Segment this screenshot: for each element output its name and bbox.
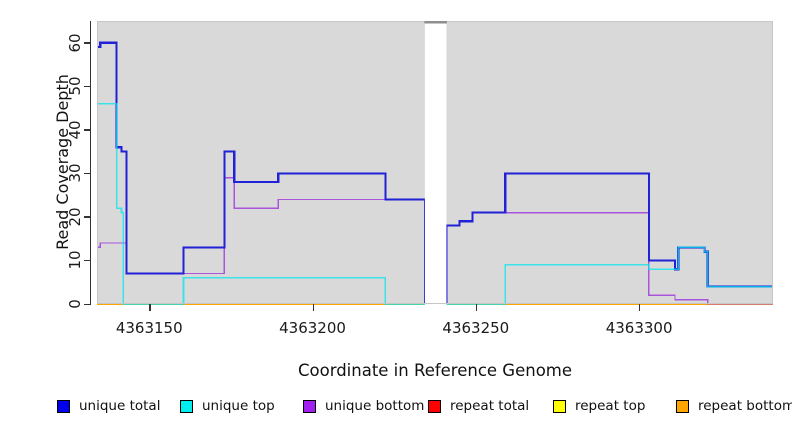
legend-item-unique-top: unique top [180, 398, 275, 414]
legend-swatch-icon [676, 399, 689, 413]
legend-item-unique-total: unique total [57, 398, 160, 414]
x-tick [149, 304, 151, 311]
y-tick [84, 85, 91, 88]
x-tick-label: 4363300 [605, 319, 673, 337]
x-tick [639, 304, 641, 311]
legend-label: unique total [79, 398, 161, 414]
plot-area [97, 18, 773, 309]
x-tick [475, 304, 478, 311]
coverage-gap-band [424, 18, 447, 309]
legend-label: repeat top [575, 398, 646, 414]
x-tick-label: 4363250 [442, 319, 510, 337]
y-tick [84, 216, 91, 218]
y-tick-label: 30 [66, 163, 84, 183]
y-tick-label: 60 [66, 33, 84, 53]
legend-swatch-icon [428, 399, 441, 413]
legend-label: unique bottom [325, 398, 425, 414]
y-tick-label: 40 [66, 120, 84, 140]
legend-item-unique-bottom: unique bottom [303, 398, 424, 414]
legend: unique total unique top unique bottom repea… [0, 398, 792, 418]
x-tick [312, 304, 314, 311]
y-tick [84, 129, 91, 131]
y-tick-label: 50 [66, 76, 84, 96]
legend-item-repeat-bottom: repeat bottom [676, 398, 792, 414]
x-tick-label: 4363200 [279, 319, 346, 337]
legend-label: repeat total [450, 398, 530, 414]
y-tick [84, 303, 91, 305]
series-line-unique-top [97, 102, 425, 305]
legend-item-repeat-top: repeat top [553, 398, 645, 414]
series-line-unique-top [446, 246, 773, 305]
series-line-unique-total [97, 41, 426, 304]
x-tick-label: 4363150 [115, 319, 183, 337]
legend-swatch-icon [57, 399, 70, 413]
gap-top-marker [424, 21, 447, 24]
y-tick-label: 0 [66, 299, 84, 309]
legend-label: unique top [202, 398, 275, 414]
y-axis-line [90, 21, 92, 305]
legend-item-repeat-total: repeat total [428, 398, 529, 414]
y-tick [84, 172, 91, 175]
legend-swatch-icon [553, 399, 566, 413]
legend-swatch-icon [303, 399, 316, 413]
y-tick [84, 259, 91, 262]
legend-swatch-icon [180, 399, 193, 413]
y-tick-label: 20 [66, 207, 84, 227]
y-tick-label: 10 [66, 250, 84, 270]
chart-canvas [97, 18, 773, 309]
y-tick [84, 42, 91, 44]
x-axis-title: Coordinate in Reference Genome [297, 361, 573, 380]
legend-label: repeat bottom [698, 398, 792, 414]
